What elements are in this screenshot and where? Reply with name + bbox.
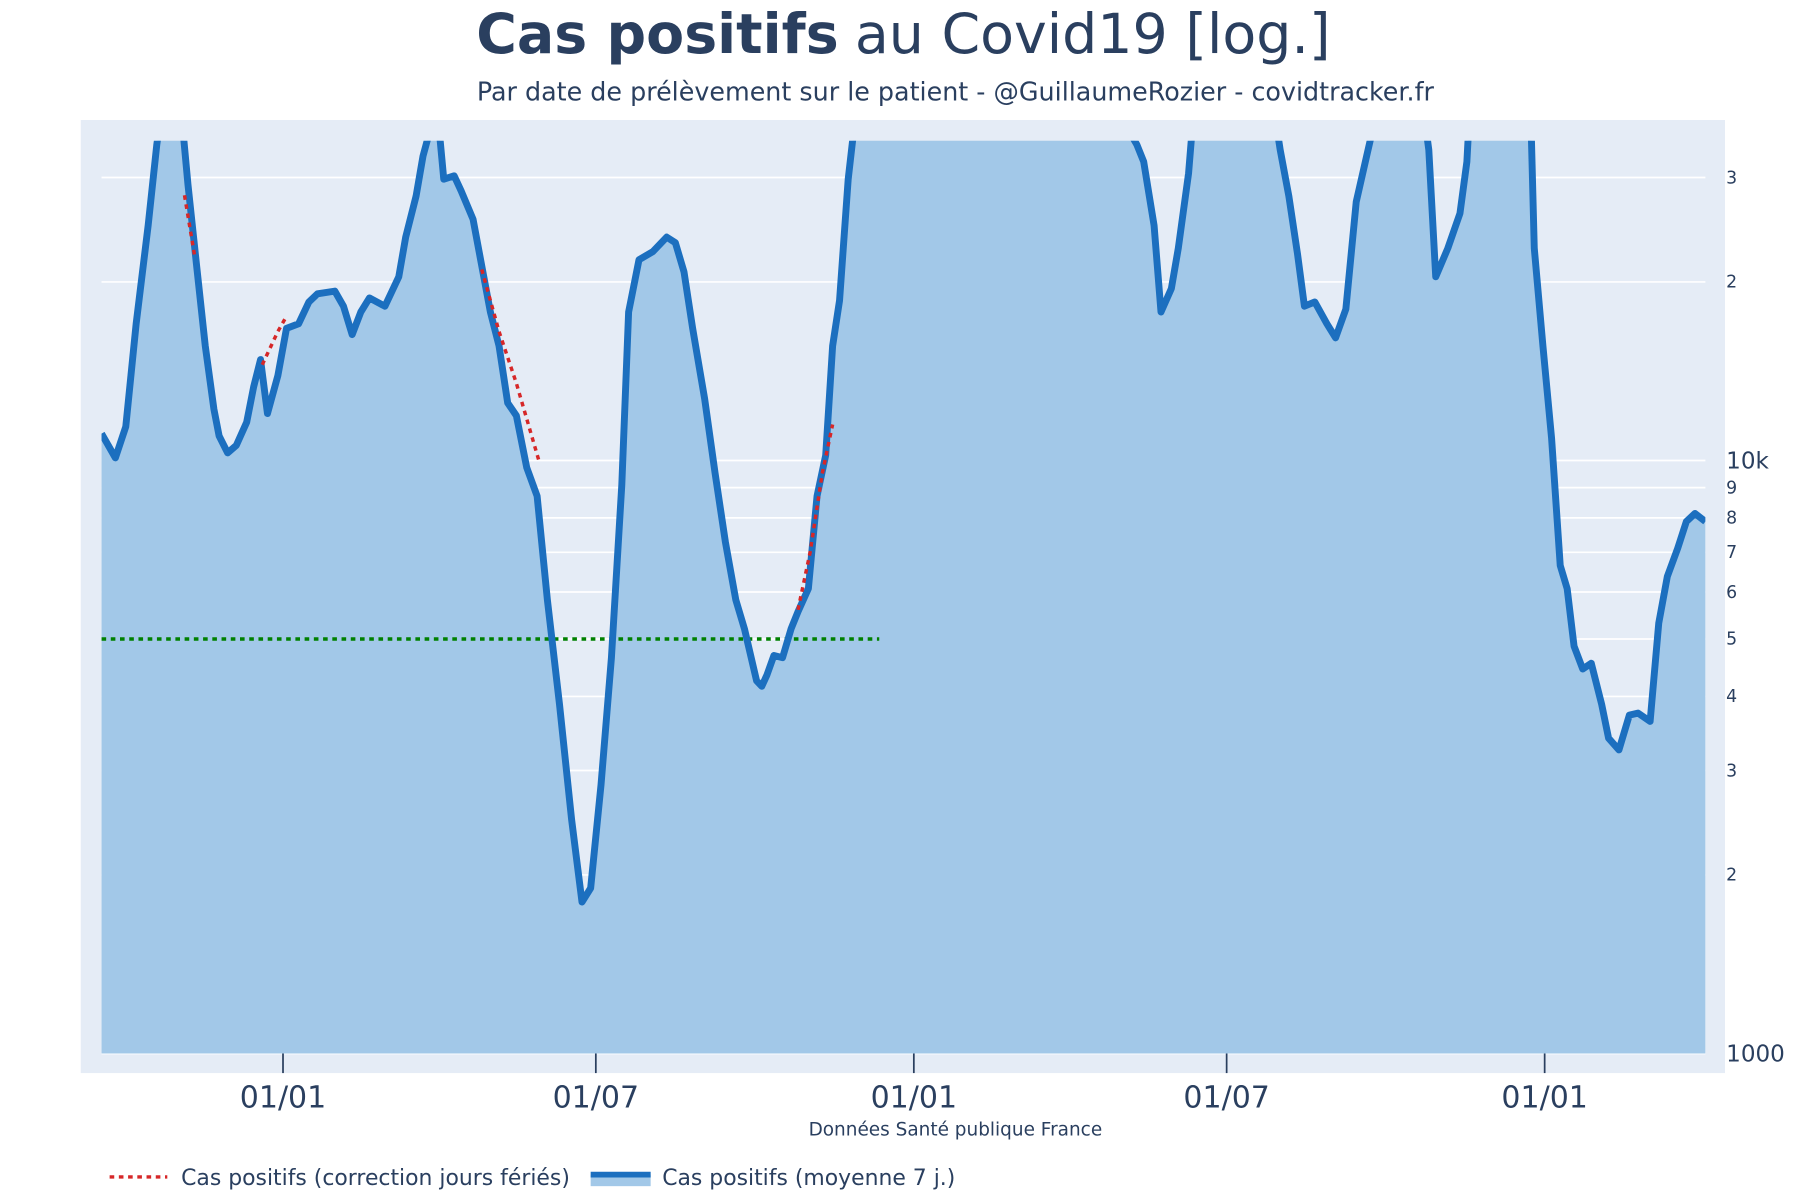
y-tick-label: 7	[1726, 543, 1737, 563]
y-tick-label: 5	[1726, 630, 1737, 650]
x-tick-label: 01/07	[553, 1081, 639, 1116]
series-line	[101, 140, 1706, 906]
y-tick-label: 4	[1726, 687, 1737, 707]
y-tick-label: 6	[1726, 583, 1737, 603]
series-line	[182, 194, 835, 611]
subtitle: Par date de prélèvement sur le patient -…	[477, 76, 1435, 106]
y-tick-label: 2	[1726, 866, 1737, 886]
legend-item: Cas positifs (moyenne 7 j.)	[590, 1166, 955, 1191]
y-tick-label: 10k	[1726, 449, 1769, 475]
y-tick-label: 1000	[1726, 1042, 1785, 1068]
x-tick-label: 01/01	[1501, 1081, 1587, 1116]
title-bold: Cas positifs	[476, 3, 838, 67]
legend-item: Cas positifs (correction jours fériés)	[109, 1166, 570, 1191]
plot-area	[101, 140, 1706, 1054]
legend-label: Cas positifs (moyenne 7 j.)	[662, 1166, 955, 1191]
x-tick-label: 01/07	[1183, 1081, 1269, 1116]
title-rest: au Covid19 [log.]	[855, 3, 1331, 67]
legend-label: Cas positifs (correction jours fériés)	[181, 1166, 570, 1191]
chart-title: Cas positifs au Covid19 [log.]	[476, 3, 1330, 67]
y-tick-label: 9	[1726, 478, 1737, 498]
y-tick-label: 2	[1726, 273, 1737, 293]
x-tick-label: 01/01	[240, 1081, 326, 1116]
x-tick-label: 01/01	[871, 1081, 957, 1116]
y-tick-label: 3	[1726, 761, 1737, 781]
x-axis-label: Données Santé publique France	[809, 1119, 1103, 1140]
y-tick-label: 8	[1726, 509, 1737, 529]
y-tick-label: 3	[1726, 168, 1737, 188]
legend-swatch	[590, 1174, 651, 1187]
